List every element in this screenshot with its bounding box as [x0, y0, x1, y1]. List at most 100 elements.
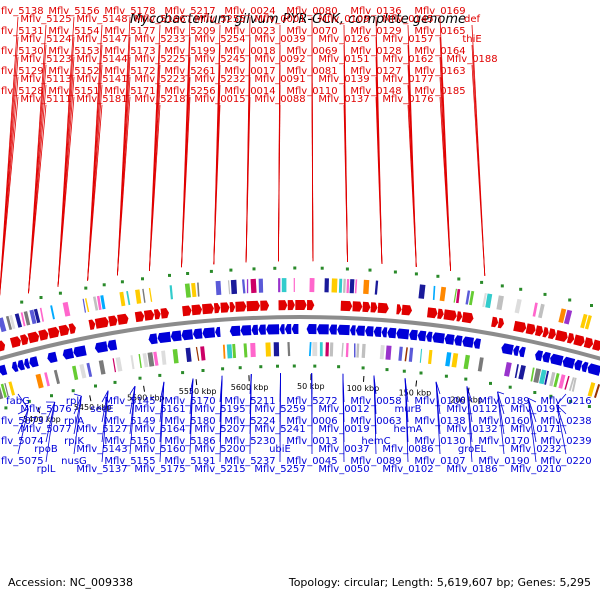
gene-label: Mflv_5186	[164, 436, 215, 447]
gene-label: Mflv_0109	[318, 14, 369, 25]
cog-band	[35, 373, 44, 389]
cog-band	[504, 362, 512, 377]
gene-label: Mflv_5144	[76, 54, 127, 65]
gene-label: Mflv_0128	[350, 46, 401, 57]
track-marker	[209, 269, 213, 273]
gene-label: Mflv_0210	[510, 464, 561, 475]
gene-arrow	[0, 364, 8, 376]
gene-label: groEL	[458, 444, 487, 455]
gene-label: Mflv_0080	[286, 6, 337, 17]
gene-label: Mflv_0145	[382, 14, 433, 25]
gene-arrow	[566, 332, 575, 344]
gene-label: Mflv_5261	[164, 66, 215, 77]
track-marker	[259, 365, 263, 369]
gene-label: Mflv_5123	[20, 54, 71, 65]
track-marker	[94, 384, 97, 388]
gene-leader-line	[129, 385, 136, 395]
gene-arrow	[260, 300, 270, 311]
gene-arrow	[555, 330, 568, 342]
gene-label: Mflv_0001	[254, 14, 305, 25]
gene-arrow	[573, 334, 585, 347]
gene-label: Mflv_0063	[350, 416, 401, 427]
gene-label: Mflv_0190	[478, 456, 529, 467]
gene-leader-line	[73, 395, 82, 415]
gene-leader-line	[149, 104, 161, 271]
gene-label: Mflv_0177	[382, 74, 433, 85]
scale-ticks: 5400 kbp 5450 kbp 5500 kbp 5550 kbp 5600 kbp…	[23, 374, 483, 424]
gene-leader-line	[0, 96, 19, 297]
cog-band	[558, 308, 567, 324]
gene-leader-line	[101, 390, 109, 463]
gene-arrow	[117, 313, 129, 325]
cog-band	[451, 352, 459, 368]
gene-arrow	[542, 327, 549, 338]
gene-arrow	[542, 351, 551, 363]
gene-arrow	[213, 303, 221, 314]
gene-label: Mflv_5141	[76, 74, 127, 85]
gene-label: Mflv_0163	[414, 66, 465, 77]
gene-label: Mflv_5148	[76, 14, 127, 25]
track-marker	[71, 389, 75, 393]
gene-label: Mflv_5217	[164, 6, 215, 17]
gene-leader-line	[87, 104, 103, 281]
gene-arrow	[362, 301, 371, 313]
gene-arrow	[182, 305, 192, 317]
gene-arrow	[278, 300, 288, 311]
gene-arrow	[497, 317, 504, 329]
cog-band	[580, 313, 588, 329]
track-marker	[337, 365, 341, 369]
cog-band	[468, 290, 475, 306]
gene-arrow	[235, 301, 247, 312]
gene-leader-line	[439, 96, 451, 271]
gene-label: Mflv_5166	[134, 14, 185, 25]
reverse-cog-track	[0, 342, 600, 400]
gene-label: Mflv_5147	[76, 34, 127, 45]
gene-arrow	[365, 326, 374, 337]
gene-arrow	[240, 325, 252, 336]
cog-band	[518, 364, 526, 380]
cog-band	[549, 371, 556, 387]
gene-arrow	[377, 302, 389, 314]
track-marker	[543, 292, 547, 296]
gene-arrow	[266, 324, 280, 335]
track-marker	[489, 381, 492, 385]
gene-label: Mflv_5154	[48, 26, 99, 37]
cog-band	[135, 289, 142, 304]
track-marker	[158, 373, 162, 377]
cog-band	[418, 284, 426, 299]
track-marker	[27, 399, 31, 403]
gene-label: Mflv_0188	[446, 54, 497, 65]
map-title: Mycobacterium gilvum PYR-GCK, complete g…	[130, 12, 466, 27]
track-marker	[141, 277, 144, 281]
track-marker	[568, 298, 572, 302]
gene-arrow	[340, 300, 353, 312]
gene-label: Mflv_5155	[104, 456, 155, 467]
gene-label: Mflv_0164	[414, 46, 465, 57]
track-marker	[238, 366, 242, 370]
gene-arrow	[134, 311, 145, 323]
track-marker	[168, 273, 171, 277]
gene-arrow	[352, 301, 363, 312]
gene-arrow	[291, 324, 299, 334]
gene-label: Mflv_0137	[318, 94, 369, 105]
gene-arrow	[583, 337, 594, 349]
gene-label: Mflv_5254	[194, 34, 245, 45]
gene-arrow	[443, 309, 457, 321]
gene-arrow	[592, 339, 600, 351]
gene-label: Mflv_5233	[134, 34, 185, 45]
gene-arrow	[47, 351, 58, 363]
gene-label: Mflv_5160	[134, 444, 185, 455]
gene-label: Mflv_0110	[286, 86, 337, 97]
gene-leader-line	[101, 390, 109, 403]
track-marker	[292, 364, 296, 368]
inner-markers	[4, 364, 591, 410]
gene-label: Mflv_0107	[414, 456, 465, 467]
gene-label: rplJ	[66, 396, 82, 407]
track-marker	[402, 369, 406, 373]
track-marker	[414, 272, 418, 276]
gene-label: Mflv_0138	[414, 416, 465, 427]
track-marker	[252, 267, 256, 271]
gene-arrow	[316, 324, 329, 335]
track-marker	[587, 405, 591, 408]
gene-label: Mflv_0136	[350, 6, 401, 17]
